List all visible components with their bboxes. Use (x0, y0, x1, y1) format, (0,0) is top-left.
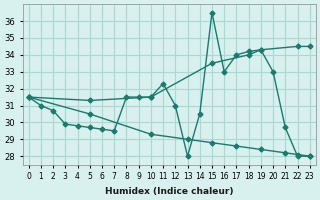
X-axis label: Humidex (Indice chaleur): Humidex (Indice chaleur) (105, 187, 234, 196)
